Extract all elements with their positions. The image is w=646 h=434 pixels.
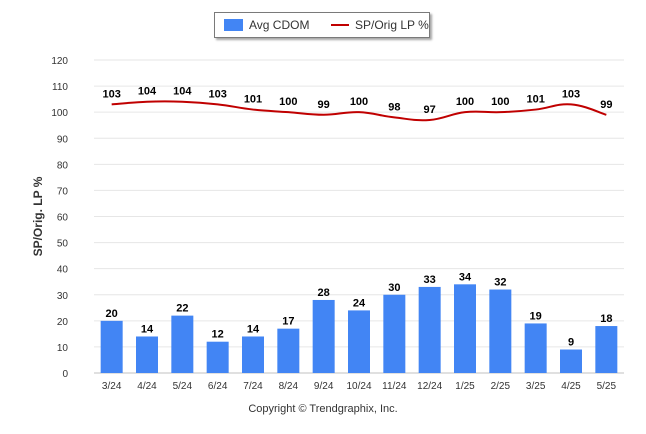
line-data-label: 100 <box>491 96 509 108</box>
bar-data-label: 19 <box>530 310 542 322</box>
bar-avg-cdom <box>100 320 123 373</box>
y-tick-label: 110 <box>52 82 68 93</box>
x-tick-label: 4/24 <box>137 381 157 392</box>
bar-avg-cdom <box>524 323 547 373</box>
x-tick-label: 11/24 <box>382 381 407 392</box>
x-tick-label: 5/24 <box>173 381 193 392</box>
bar-avg-cdom <box>418 286 441 373</box>
bar-avg-cdom <box>206 341 229 373</box>
x-tick-label: 6/24 <box>208 381 228 392</box>
x-tick-label: 5/25 <box>597 381 617 392</box>
line-data-label: 101 <box>244 94 262 106</box>
bar-avg-cdom <box>454 284 476 373</box>
bar-avg-cdom <box>560 349 582 373</box>
y-tick-label: 60 <box>57 213 69 224</box>
bar-data-label: 30 <box>388 282 400 294</box>
legend-label-avg-cdom: Avg CDOM <box>249 18 310 32</box>
bar-data-label: 18 <box>600 313 612 325</box>
line-data-label: 100 <box>279 96 297 108</box>
bar-data-label: 32 <box>494 277 506 289</box>
bar-data-label: 28 <box>318 287 330 299</box>
bar-avg-cdom <box>136 336 158 373</box>
y-tick-label: 50 <box>57 239 69 250</box>
line-data-label: 97 <box>424 104 436 116</box>
x-tick-label: 8/24 <box>279 381 299 392</box>
x-tick-label: 2/25 <box>491 381 511 392</box>
x-tick-label: 7/24 <box>243 381 263 392</box>
bar-data-label: 9 <box>568 337 574 349</box>
y-tick-label: 70 <box>57 186 69 197</box>
bar-data-label: 34 <box>459 271 472 283</box>
bar-data-label: 24 <box>353 297 366 309</box>
bar-avg-cdom <box>489 289 512 373</box>
legend-swatch-avg-cdom <box>224 19 243 31</box>
y-tick-label: 0 <box>62 369 68 380</box>
bar-data-label: 12 <box>212 329 224 341</box>
line-sp-orig-lp <box>111 100 607 122</box>
line-data-label: 103 <box>102 88 120 100</box>
y-tick-label: 20 <box>57 317 69 328</box>
line-data-label: 103 <box>562 88 580 100</box>
y-tick-label: 40 <box>57 265 69 276</box>
y-tick-label: 90 <box>57 134 69 145</box>
x-tick-label: 12/24 <box>417 381 442 392</box>
y-axis-title: SP/Orig. LP % <box>31 176 45 256</box>
y-tick-label: 30 <box>57 291 69 302</box>
bar-avg-cdom <box>348 310 370 373</box>
bar-avg-cdom <box>277 328 300 373</box>
bar-avg-cdom <box>383 294 406 373</box>
x-tick-label: 9/24 <box>314 381 334 392</box>
y-tick-label: 10 <box>57 343 69 354</box>
line-data-label: 98 <box>388 101 400 113</box>
bar-avg-cdom <box>171 315 194 373</box>
x-tick-label: 4/25 <box>561 381 581 392</box>
bar-avg-cdom <box>595 326 618 373</box>
copyright-text: Copyright © Trendgraphix, Inc. <box>248 403 398 415</box>
bar-data-label: 17 <box>282 316 294 328</box>
bar-data-label: 20 <box>106 308 118 320</box>
x-tick-label: 1/25 <box>455 381 475 392</box>
bar-avg-cdom <box>312 299 335 373</box>
x-tick-label: 3/25 <box>526 381 546 392</box>
bar-data-label: 14 <box>141 323 154 335</box>
legend: Avg CDOM SP/Orig LP % <box>214 12 430 38</box>
line-data-label: 100 <box>350 96 368 108</box>
line-data-label: 101 <box>526 94 544 106</box>
line-data-label: 104 <box>138 86 157 98</box>
bar-data-label: 33 <box>424 274 436 286</box>
bar-avg-cdom <box>242 336 264 373</box>
bar-data-label: 14 <box>247 323 260 335</box>
line-data-label: 104 <box>173 86 192 98</box>
x-tick-label: 10/24 <box>346 381 371 392</box>
line-data-label: 99 <box>318 99 330 111</box>
x-tick-label: 3/24 <box>102 381 122 392</box>
line-data-label: 99 <box>600 99 612 111</box>
y-tick-label: 100 <box>51 108 68 119</box>
legend-swatch-sp-orig-lp <box>331 24 349 26</box>
bar-data-label: 22 <box>176 303 188 315</box>
line-data-label: 103 <box>208 88 226 100</box>
y-tick-label: 120 <box>51 56 68 67</box>
legend-label-sp-orig-lp: SP/Orig LP % <box>355 18 429 32</box>
line-data-label: 100 <box>456 96 474 108</box>
y-tick-label: 80 <box>57 160 69 171</box>
